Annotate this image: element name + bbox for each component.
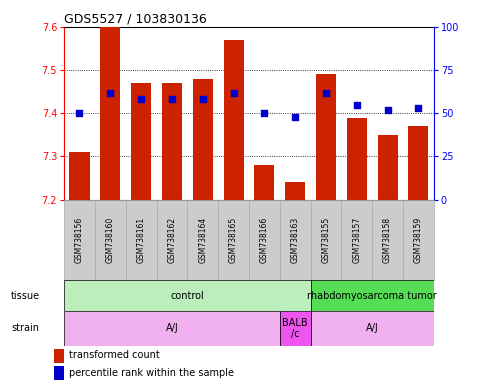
Bar xyxy=(187,200,218,280)
Text: GSM738157: GSM738157 xyxy=(352,217,361,263)
Bar xyxy=(311,200,341,280)
Text: GSM738156: GSM738156 xyxy=(75,217,84,263)
Bar xyxy=(64,280,311,311)
Text: GSM738165: GSM738165 xyxy=(229,217,238,263)
Bar xyxy=(372,200,403,280)
Bar xyxy=(193,79,213,200)
Bar xyxy=(280,200,311,280)
Text: A/J: A/J xyxy=(366,323,379,333)
Point xyxy=(384,107,391,113)
Point xyxy=(168,96,176,103)
Text: GDS5527 / 103830136: GDS5527 / 103830136 xyxy=(64,13,207,26)
Text: strain: strain xyxy=(11,323,39,333)
Text: GSM738155: GSM738155 xyxy=(321,217,330,263)
Bar xyxy=(100,27,120,200)
Bar xyxy=(285,182,305,200)
Point xyxy=(291,114,299,120)
Text: GSM738163: GSM738163 xyxy=(291,217,300,263)
Bar xyxy=(378,135,398,200)
Bar xyxy=(341,200,372,280)
Point xyxy=(322,89,330,96)
Bar xyxy=(131,83,151,200)
Bar xyxy=(254,165,275,200)
Point xyxy=(353,101,361,108)
Bar xyxy=(157,200,187,280)
Bar xyxy=(223,40,244,200)
Text: GSM738162: GSM738162 xyxy=(168,217,176,263)
Text: transformed count: transformed count xyxy=(70,350,160,360)
Bar xyxy=(54,349,64,363)
Point xyxy=(137,96,145,103)
Text: BALB
/c: BALB /c xyxy=(282,318,308,339)
Bar xyxy=(64,200,95,280)
Bar xyxy=(280,311,311,346)
Text: GSM738161: GSM738161 xyxy=(137,217,145,263)
Point xyxy=(199,96,207,103)
Text: GSM738166: GSM738166 xyxy=(260,217,269,263)
Bar xyxy=(70,152,90,200)
Text: percentile rank within the sample: percentile rank within the sample xyxy=(70,367,234,377)
Text: GSM738160: GSM738160 xyxy=(106,217,115,263)
Point xyxy=(260,110,268,116)
Text: GSM738159: GSM738159 xyxy=(414,217,423,263)
Bar xyxy=(347,118,367,200)
Text: GSM738158: GSM738158 xyxy=(383,217,392,263)
Text: rhabdomyosarcoma tumor: rhabdomyosarcoma tumor xyxy=(307,291,437,301)
Point xyxy=(106,89,114,96)
Bar xyxy=(316,74,336,200)
Bar xyxy=(64,311,280,346)
Text: A/J: A/J xyxy=(166,323,178,333)
Bar xyxy=(249,200,280,280)
Point xyxy=(75,110,83,116)
Bar xyxy=(311,280,434,311)
Text: tissue: tissue xyxy=(10,291,39,301)
Bar xyxy=(408,126,428,200)
Bar xyxy=(162,83,182,200)
Bar xyxy=(218,200,249,280)
Text: GSM738164: GSM738164 xyxy=(198,217,207,263)
Bar xyxy=(311,311,434,346)
Bar xyxy=(126,200,157,280)
Bar xyxy=(95,200,126,280)
Point xyxy=(230,89,238,96)
Text: control: control xyxy=(171,291,204,301)
Bar xyxy=(403,200,434,280)
Point xyxy=(415,105,423,111)
Bar xyxy=(54,366,64,380)
